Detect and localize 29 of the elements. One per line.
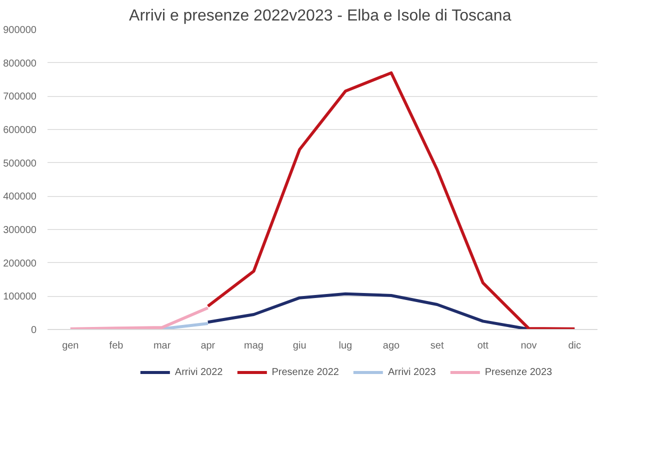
x-tick-label: giu — [292, 340, 306, 352]
x-tick-label: apr — [200, 340, 216, 352]
y-tick-label: 500000 — [3, 158, 37, 170]
legend-label: Presenze 2022 — [272, 366, 339, 378]
chart-title: Arrivi e presenze 2022v2023 - Elba e Isole di Toscana — [129, 8, 512, 24]
line-series — [68, 306, 210, 330]
x-tick-label: gen — [62, 340, 79, 352]
legend-label: Arrivi 2023 — [388, 366, 436, 378]
legend-label: Arrivi 2022 — [174, 366, 223, 378]
x-tick-label: lug — [338, 340, 352, 352]
line-series — [206, 71, 576, 330]
y-tick-label: 0 — [30, 325, 37, 336]
x-tick-label: nov — [520, 340, 537, 352]
x-tick-label: ago — [382, 340, 400, 352]
y-tick-label: 600000 — [3, 125, 37, 136]
x-tick-label: ott — [477, 340, 489, 352]
x-tick-label: mar — [153, 340, 172, 352]
x-tick-label: feb — [109, 340, 124, 352]
y-tick-label: 300000 — [3, 225, 37, 236]
legend-label: Presenze 2023 — [484, 366, 552, 378]
y-tick-label: 700000 — [3, 92, 37, 103]
y-tick-label: 900000 — [3, 25, 37, 36]
y-tick-label: 400000 — [3, 192, 37, 203]
y-tick-label: 100000 — [3, 292, 37, 303]
x-tick-label: set — [430, 340, 444, 352]
x-tick-label: mag — [244, 340, 264, 352]
x-tick-label: dic — [568, 340, 581, 352]
y-tick-label: 200000 — [3, 258, 37, 270]
y-tick-label: 800000 — [3, 58, 37, 70]
